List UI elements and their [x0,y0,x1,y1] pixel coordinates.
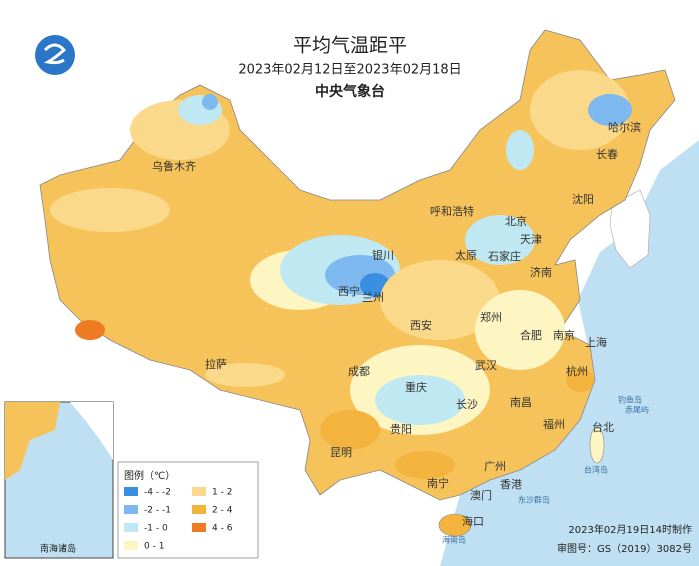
region [320,410,380,450]
title: 平均气温距平 [293,35,407,57]
legend-swatch [124,523,138,532]
city-label: 南昌 [510,396,532,409]
inset-label: 南海诸岛 [40,543,76,555]
city-label: 贵阳 [390,423,412,436]
footer-made: 2023年02月19日14时制作 [568,523,692,536]
logo [35,35,75,75]
hainan [438,513,472,537]
region [375,375,465,425]
inset-land [70,402,113,460]
place-label: 钓鱼岛 [618,395,642,405]
legend-swatch [124,487,138,496]
region [75,320,105,340]
place-label: 赤尾屿 [625,406,649,415]
legend-title: 图例（℃） [124,469,175,482]
region [205,363,285,387]
city-label: 太原 [455,249,477,262]
legend-label: 2 - 4 [212,506,233,516]
korea [609,189,651,269]
subtitle: 2023年02月12日至2023年02月18日 [238,63,461,78]
legend-swatch [192,487,206,496]
region [588,94,632,126]
region [566,368,594,392]
city-label: 天津 [520,233,542,246]
legend-swatch [192,505,206,514]
legend-label: -4 - -2 [144,488,171,498]
legend-swatch [124,541,138,550]
legend [117,461,259,559]
region [506,130,534,170]
organization: 中央气象台 [315,83,385,100]
city-label: 兰州 [362,291,384,304]
places: 东沙群岛 钓鱼岛 赤尾屿 台湾岛 海南岛 [442,395,649,545]
region [202,94,218,110]
legend-label: 1 - 2 [212,488,232,498]
city-label: 海口 [462,514,484,528]
city-label: 重庆 [405,380,427,394]
taiwan [589,426,605,464]
city-label: 呼和浩特 [430,204,474,218]
city-label: 香港 [500,478,522,491]
city-label: 福州 [543,417,565,431]
city-label: 北京 [505,214,527,228]
legend-label: 0 - 1 [144,542,164,552]
city-label: 长春 [596,148,618,161]
city-label: 澳门 [470,488,492,502]
city-label: 哈尔滨 [608,120,641,134]
city-label: 成都 [348,365,370,378]
city-label: 合肥 [520,328,542,342]
logo-mark [43,43,67,65]
city-label: 济南 [530,265,552,279]
legend-swatch [192,523,206,532]
city-label: 西宁 [338,284,360,298]
city-label: 西安 [410,318,432,332]
city-label: 拉萨 [205,357,227,371]
place-label: 东沙群岛 [518,495,550,505]
legend-label: -2 - -1 [144,506,171,516]
city-label: 上海 [585,335,607,349]
inset-land [5,402,60,480]
city-label: 杭州 [566,364,588,378]
city-label: 银川 [372,248,394,262]
legend-label: -1 - 0 [144,524,168,534]
legend-swatch [124,505,138,514]
city-label: 昆明 [330,446,352,459]
region [475,290,565,370]
city-label: 沈阳 [572,192,594,206]
legend-items: -4 - -2 -2 - -1 -1 - 0 0 - 1 1 - 2 2 - 4… [124,487,233,552]
city-label: 广州 [484,460,506,473]
place-label: 海南岛 [442,535,466,545]
city-label: 石家庄 [488,249,521,263]
region [395,451,455,479]
region [465,215,535,265]
city-label: 台北 [592,420,614,434]
legend-label: 4 - 6 [212,524,233,534]
city-label: 郑州 [480,310,502,324]
cities: 乌鲁木齐 哈尔滨 长春 沈阳 呼和浩特 北京 天津 银川 太原 石家庄 济南 西… [152,120,641,528]
region [380,260,500,340]
region [50,188,170,232]
city-label: 长沙 [456,398,478,411]
city-label: 乌鲁木齐 [152,159,196,173]
region [530,70,630,150]
city-label: 南宁 [427,476,449,490]
anomaly-regions [50,70,632,479]
city-label: 武汉 [475,359,497,372]
city-label: 南京 [553,328,575,342]
footer-approval: 审图号：GS（2019）3082号 [557,542,692,555]
place-label: 台湾岛 [584,465,608,475]
